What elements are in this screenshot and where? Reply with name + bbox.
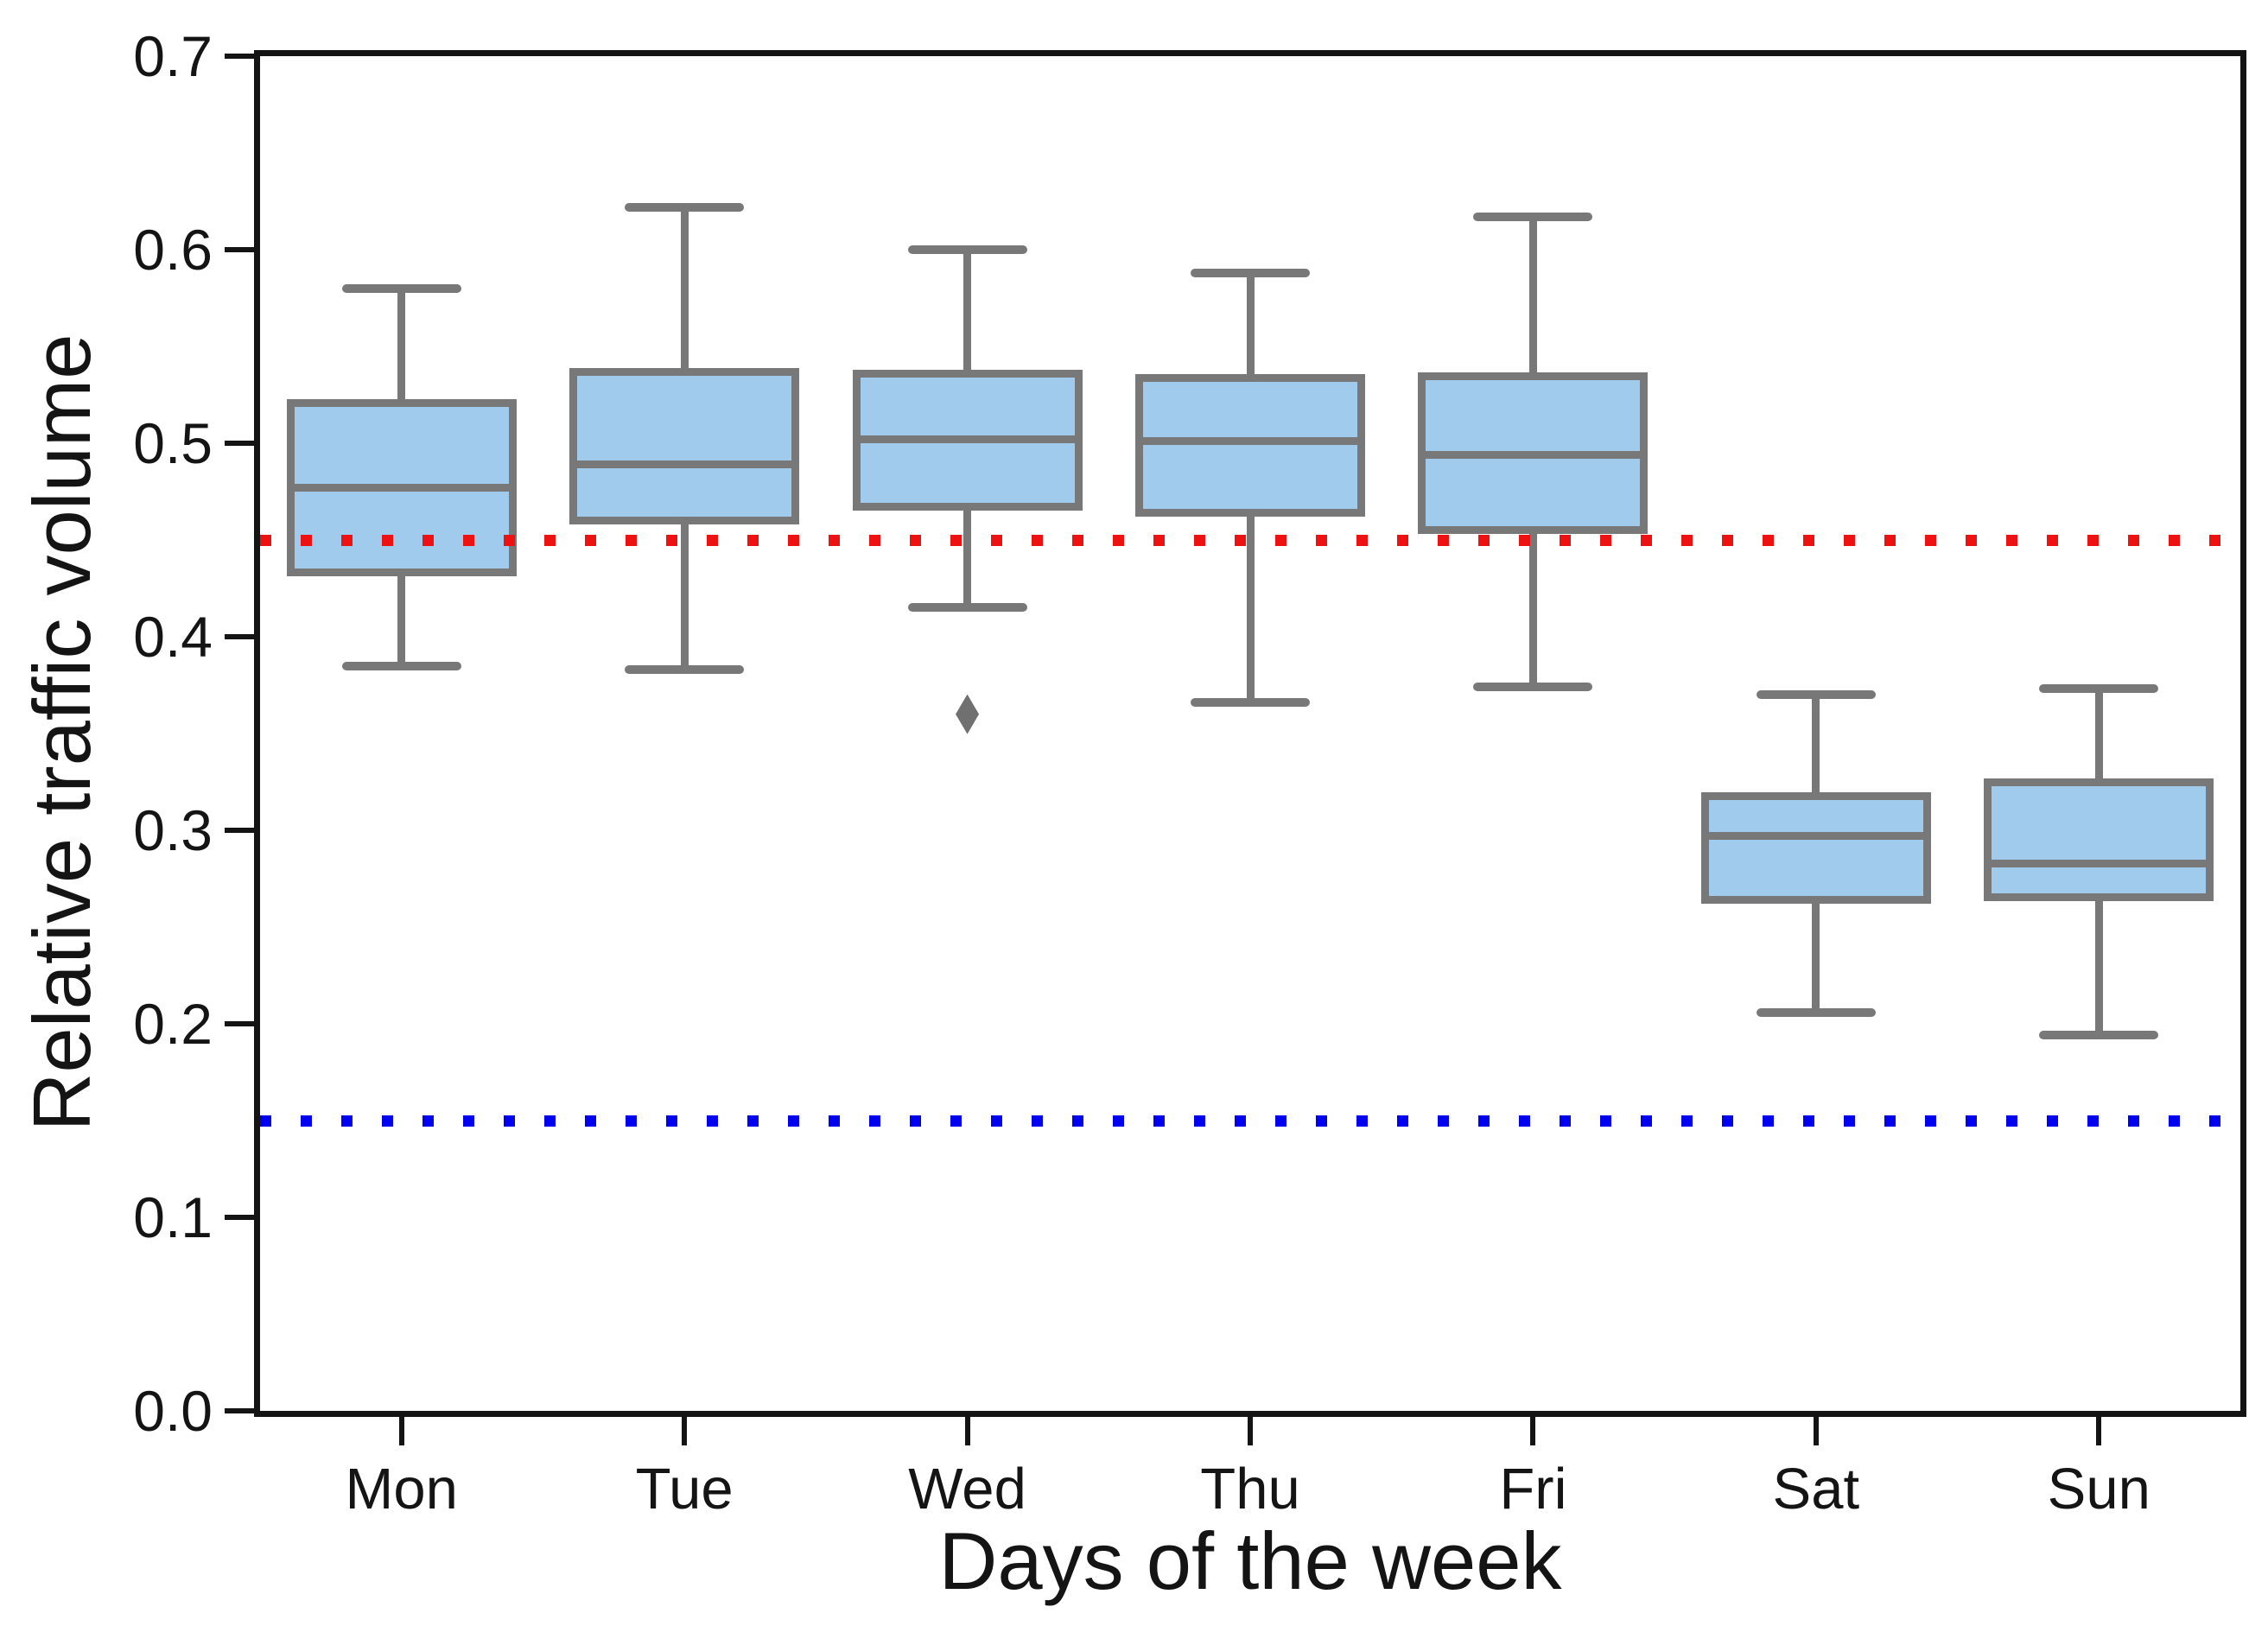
- x-tick: [1813, 1417, 1819, 1445]
- median-line: [294, 484, 509, 492]
- whisker-upper: [963, 250, 972, 374]
- whisker-cap-upper: [1191, 268, 1310, 277]
- y-tick: [225, 1021, 254, 1026]
- y-tick: [225, 441, 254, 446]
- whisker-cap-upper: [2039, 684, 2159, 694]
- box-sat: [1700, 791, 1931, 904]
- y-tick-label: 0.4: [133, 605, 213, 669]
- reference-line-red: [260, 534, 2240, 546]
- y-tick-label: 0.2: [133, 992, 213, 1056]
- whisker-cap-lower: [907, 603, 1027, 613]
- x-tick-label: Mon: [345, 1457, 458, 1521]
- x-tick-label: Thu: [1200, 1457, 1300, 1521]
- reference-line-blue: [260, 1115, 2240, 1127]
- whisker-lower: [1812, 899, 1820, 1013]
- whisker-cap-upper: [341, 283, 461, 293]
- x-tick-label: Wed: [908, 1457, 1026, 1521]
- y-axis-label: Relative traffic volume: [16, 333, 107, 1132]
- y-tick: [225, 247, 254, 252]
- whisker-lower: [963, 506, 972, 608]
- median-line: [1143, 437, 1357, 446]
- y-tick: [225, 634, 254, 639]
- whisker-lower: [680, 520, 689, 670]
- x-tick-label: Sat: [1772, 1457, 1860, 1521]
- whisker-cap-lower: [1473, 683, 1593, 692]
- x-tick-label: Tue: [635, 1457, 734, 1521]
- y-tick-label: 0.3: [133, 798, 213, 862]
- y-tick: [225, 54, 254, 59]
- whisker-lower: [1246, 512, 1255, 703]
- y-tick-label: 0.5: [133, 411, 213, 475]
- whisker-lower: [2094, 898, 2103, 1036]
- whisker-upper: [1246, 272, 1255, 378]
- whisker-cap-lower: [1191, 698, 1310, 708]
- whisker-upper: [1528, 216, 1537, 376]
- whisker-cap-upper: [907, 245, 1027, 254]
- whisker-cap-lower: [625, 665, 745, 675]
- median-line: [1426, 450, 1641, 459]
- whisker-cap-lower: [341, 661, 461, 670]
- whisker-upper: [2094, 689, 2103, 782]
- x-tick: [964, 1417, 970, 1445]
- whisker-cap-upper: [1473, 212, 1593, 221]
- x-tick: [682, 1417, 688, 1445]
- whisker-lower: [397, 573, 406, 666]
- x-tick-label: Sun: [2047, 1457, 2150, 1521]
- whisker-upper: [680, 206, 689, 372]
- box-sun: [1984, 778, 2214, 902]
- box-tue: [569, 368, 800, 524]
- x-tick: [1530, 1417, 1536, 1445]
- y-tick-label: 0.1: [133, 1185, 213, 1249]
- whisker-cap-lower: [1756, 1007, 1876, 1017]
- y-tick: [225, 1408, 254, 1413]
- whisker-upper: [397, 288, 406, 403]
- x-tick: [1248, 1417, 1253, 1445]
- y-tick: [225, 1215, 254, 1220]
- whisker-cap-upper: [1756, 690, 1876, 700]
- x-tick-label: Fri: [1499, 1457, 1567, 1521]
- whisker-cap-upper: [625, 202, 745, 212]
- whisker-upper: [1812, 695, 1820, 796]
- y-tick-label: 0.0: [133, 1379, 213, 1443]
- median-line: [860, 435, 1075, 444]
- median-line: [1708, 832, 1923, 841]
- x-axis-label: Days of the week: [938, 1515, 1562, 1606]
- outlier-diamond: [956, 694, 980, 734]
- median-line: [577, 460, 792, 469]
- whisker-cap-lower: [2039, 1031, 2159, 1040]
- whisker-lower: [1528, 530, 1537, 688]
- median-line: [1992, 859, 2207, 867]
- y-tick-label: 0.6: [133, 218, 213, 282]
- plot-area: [254, 50, 2246, 1417]
- x-tick: [398, 1417, 404, 1445]
- y-tick-label: 0.7: [133, 24, 213, 88]
- y-tick: [225, 828, 254, 833]
- x-tick: [2096, 1417, 2102, 1445]
